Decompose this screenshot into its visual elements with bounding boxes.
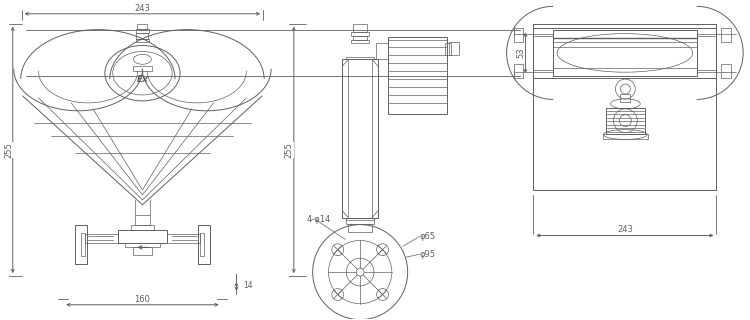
- Bar: [722, 64, 731, 78]
- Text: 53: 53: [516, 48, 525, 58]
- Text: φ65: φ65: [419, 232, 436, 241]
- Bar: [376, 44, 388, 59]
- Bar: [353, 24, 367, 32]
- Bar: [620, 94, 630, 102]
- Bar: [388, 36, 447, 114]
- Bar: [137, 24, 148, 28]
- Bar: [136, 28, 149, 33]
- Bar: [346, 218, 374, 220]
- Bar: [346, 218, 374, 224]
- Text: 255: 255: [4, 142, 13, 158]
- Bar: [351, 32, 369, 36]
- Bar: [449, 42, 459, 55]
- Bar: [134, 215, 150, 225]
- Bar: [514, 28, 523, 42]
- Text: 160: 160: [134, 295, 150, 304]
- Bar: [605, 108, 645, 133]
- Bar: [167, 234, 200, 244]
- Bar: [200, 233, 204, 256]
- Bar: [353, 36, 367, 40]
- Bar: [351, 40, 369, 44]
- Bar: [136, 38, 149, 43]
- Text: 243: 243: [617, 226, 633, 235]
- Bar: [124, 244, 160, 247]
- Bar: [198, 225, 210, 264]
- Text: 255: 255: [284, 142, 293, 158]
- Bar: [722, 28, 731, 42]
- Bar: [446, 44, 452, 55]
- Bar: [75, 225, 87, 264]
- Bar: [85, 234, 118, 244]
- Text: 14: 14: [243, 282, 253, 291]
- Bar: [118, 229, 167, 244]
- Bar: [348, 224, 372, 232]
- Bar: [130, 225, 154, 229]
- Bar: [81, 233, 85, 256]
- Bar: [133, 66, 152, 71]
- Bar: [342, 59, 378, 218]
- Text: 243: 243: [134, 4, 150, 13]
- Bar: [346, 57, 374, 59]
- Bar: [602, 133, 648, 140]
- Text: 4-φ14: 4-φ14: [307, 215, 331, 224]
- Bar: [133, 247, 152, 255]
- Text: φ95: φ95: [419, 250, 436, 259]
- Bar: [554, 30, 697, 76]
- Bar: [136, 33, 148, 38]
- Bar: [514, 64, 523, 78]
- Text: Ex: Ex: [136, 75, 148, 84]
